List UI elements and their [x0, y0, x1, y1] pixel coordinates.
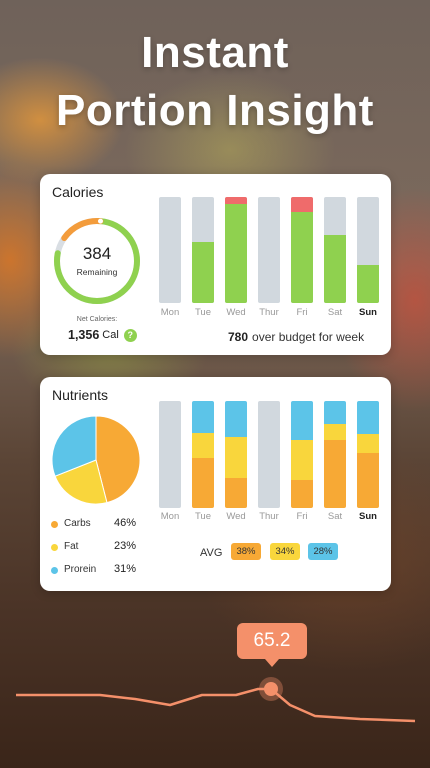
- calorie-over-segment: [225, 197, 247, 204]
- calories-card[interactable]: Calories 384 Remaining Net Calories: 1,3…: [40, 174, 391, 355]
- headline-line-2: Portion Insight: [56, 86, 374, 135]
- calorie-day-label: Sun: [359, 307, 377, 318]
- net-calories-unit: Cal: [102, 329, 119, 341]
- macro-legend: Carbs 46% Fat 23% Prorein 31%: [51, 517, 141, 586]
- nutrient-segment-carbs: [192, 458, 214, 508]
- legend-dot: [51, 567, 58, 574]
- average-badge: 28%: [308, 543, 338, 560]
- nutrient-day-label: Wed: [226, 511, 246, 522]
- nutrient-bar-sat[interactable]: [324, 401, 346, 508]
- pie-slice-fat[interactable]: [54, 459, 108, 505]
- nutrient-day-label: Tue: [194, 511, 212, 522]
- weight-line: [16, 687, 416, 723]
- nutrient-segment-fat: [357, 434, 379, 453]
- calorie-consumed-segment: [225, 201, 247, 303]
- weekly-summary-value: 780: [228, 330, 249, 344]
- legend-item-fat: Fat 23%: [51, 540, 141, 563]
- legend-percent: 31%: [114, 563, 137, 575]
- calories-title: Calories: [52, 184, 104, 200]
- weekly-summary-text: over budget for week: [252, 330, 365, 344]
- nutrient-segment-prorein: [225, 401, 247, 437]
- legend-name: Fat: [64, 541, 79, 552]
- pie-slice-prorein[interactable]: [51, 415, 97, 477]
- average-badge: 38%: [231, 543, 261, 560]
- calorie-day-label: Fri: [296, 307, 308, 318]
- calorie-bar-fri[interactable]: [291, 197, 313, 303]
- calorie-day-label: Wed: [226, 307, 246, 318]
- nutrient-segment-prorein: [291, 401, 313, 440]
- average-badge: 34%: [270, 543, 300, 560]
- calorie-bar-mon[interactable]: [159, 197, 181, 303]
- calorie-day-label: Sat: [327, 307, 343, 318]
- legend-item-carbs: Carbs 46%: [51, 517, 141, 540]
- headline: Instant Portion Insight: [0, 24, 430, 140]
- nutrient-day-label: Fri: [296, 511, 308, 522]
- nutrient-segment-carbs: [357, 453, 379, 508]
- net-calories-value: 1,356: [68, 328, 100, 342]
- calorie-over-segment: [291, 197, 313, 212]
- nutrient-segment-carbs: [324, 440, 346, 508]
- calorie-bar-wed[interactable]: [225, 197, 247, 303]
- nutrient-segment-prorein: [192, 401, 214, 433]
- nutrient-segment-carbs: [291, 480, 313, 508]
- legend-dot: [51, 521, 58, 528]
- weekly-summary: 780 over budget for week: [228, 330, 364, 344]
- ring-knob: [97, 218, 103, 224]
- pie-slice-carbs[interactable]: [95, 415, 141, 504]
- nutrient-segment-fat: [291, 440, 313, 480]
- nutrient-segment-prorein: [357, 401, 379, 434]
- weight-trend-chart: [16, 677, 416, 723]
- calorie-consumed-segment: [357, 265, 379, 303]
- legend-name: Prorein: [64, 564, 97, 575]
- nutrient-bar-wed[interactable]: [225, 401, 247, 508]
- legend-percent: 46%: [114, 517, 137, 529]
- nutrient-segment-carbs: [225, 478, 247, 508]
- calorie-consumed-segment: [291, 204, 313, 303]
- remaining-value: 384: [82, 244, 112, 263]
- calorie-bar-sun[interactable]: [357, 197, 379, 303]
- nutrient-bar-sun[interactable]: [357, 401, 379, 508]
- headline-line-1: Instant: [141, 28, 289, 77]
- average-label: AVG: [200, 547, 223, 559]
- nutrient-segment-fat: [192, 433, 214, 458]
- macro-pie-chart: [51, 415, 141, 505]
- nutrient-segment-fat: [324, 424, 346, 440]
- nutrient-bar-thur[interactable]: [258, 401, 280, 508]
- calorie-consumed-segment: [324, 235, 346, 303]
- weight-bubble-pointer: [265, 659, 279, 667]
- weight-point-handle[interactable]: [264, 682, 278, 696]
- legend-dot: [51, 544, 58, 551]
- ring-marker: [61, 218, 104, 242]
- net-calories: 1,356 Cal ?: [68, 328, 137, 342]
- calorie-bar-thur[interactable]: [258, 197, 280, 303]
- net-calories-label: Net Calories:: [76, 316, 118, 323]
- nutrient-bar-tue[interactable]: [192, 401, 214, 508]
- help-icon[interactable]: ?: [123, 328, 137, 342]
- nutrient-day-label: Mon: [160, 511, 180, 522]
- nutrient-day-label: Thur: [259, 511, 279, 522]
- calorie-bar-sat[interactable]: [324, 197, 346, 303]
- legend-item-prorein: Prorein 31%: [51, 563, 141, 586]
- calorie-day-label: Mon: [160, 307, 180, 318]
- calorie-day-label: Thur: [259, 307, 279, 318]
- remaining-label: Remaining: [76, 267, 118, 277]
- calorie-day-label: Tue: [194, 307, 212, 318]
- nutrients-title: Nutrients: [52, 387, 109, 403]
- nutrient-bar-mon[interactable]: [159, 401, 181, 508]
- remaining-ring: 384 Remaining: [52, 216, 142, 306]
- calorie-consumed-segment: [192, 242, 214, 303]
- weight-value-bubble: 65.2: [237, 623, 307, 659]
- calorie-bar-tue[interactable]: [192, 197, 214, 303]
- legend-percent: 23%: [114, 540, 137, 552]
- remaining-ring-graphic: [54, 218, 140, 304]
- nutrients-card[interactable]: Nutrients Carbs 46% Fat 23% Prorein 31% Mon Tu…: [40, 377, 391, 591]
- nutrient-day-label: Sat: [327, 511, 343, 522]
- nutrient-bar-fri[interactable]: [291, 401, 313, 508]
- nutrient-segment-fat: [225, 437, 247, 478]
- nutrient-segment-prorein: [324, 401, 346, 424]
- legend-name: Carbs: [64, 518, 91, 529]
- nutrient-day-label: Sun: [359, 511, 377, 522]
